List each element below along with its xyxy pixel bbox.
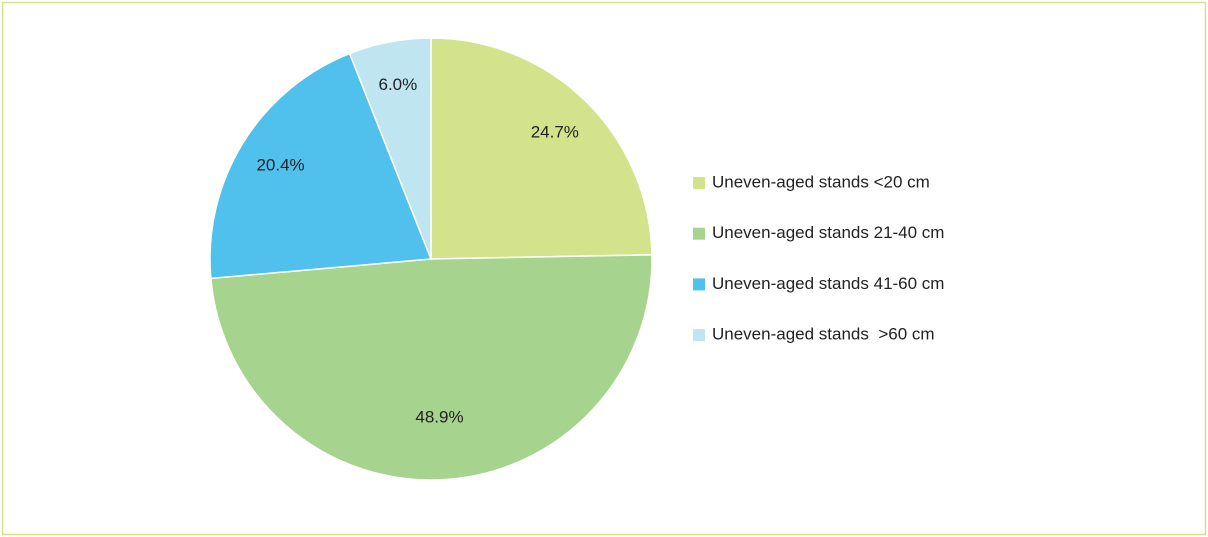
legend-label: Uneven-aged stands >60 cm <box>712 325 935 344</box>
legend-label: Uneven-aged stands 21-40 cm <box>712 223 944 242</box>
data-label: 6.0% <box>378 75 417 94</box>
pie-slice <box>209 52 433 280</box>
data-label: 24.7% <box>531 122 579 141</box>
legend-swatch <box>693 329 705 342</box>
pie-slice <box>430 37 653 260</box>
legend-label: Uneven-aged stands <20 cm <box>712 172 930 191</box>
legend-swatch <box>693 278 705 291</box>
legend-swatch <box>693 177 705 189</box>
pie-slice <box>348 37 432 260</box>
data-label: 48.9% <box>415 407 463 426</box>
data-label: 20.4% <box>256 156 304 175</box>
pie-slice <box>210 254 653 481</box>
legend-label: Uneven-aged stands 41-60 cm <box>712 274 944 293</box>
legend-swatch <box>693 227 705 240</box>
